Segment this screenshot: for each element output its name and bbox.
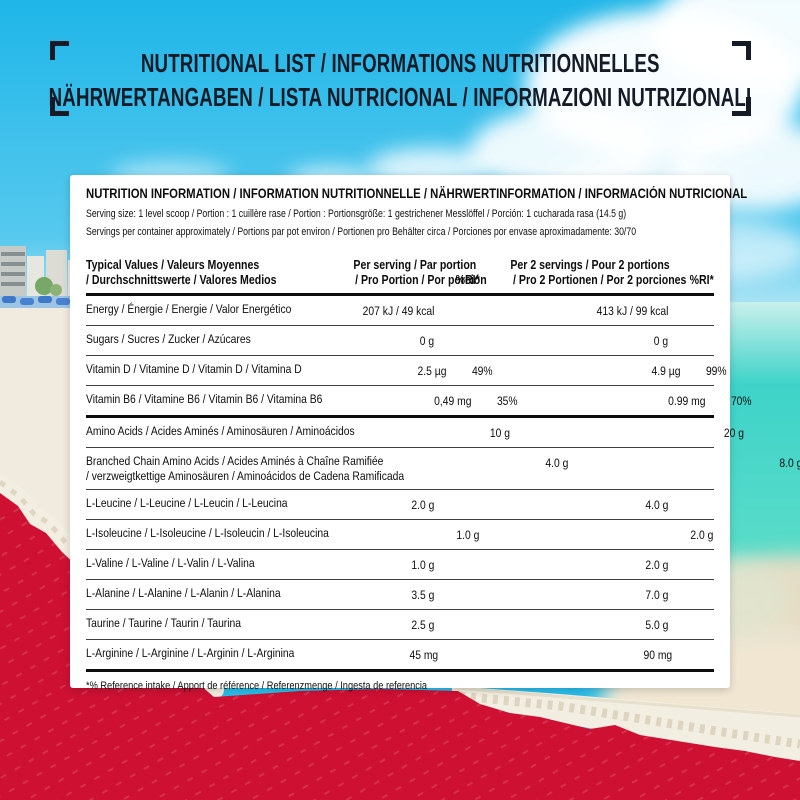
row-per-2-servings: 413 kJ / 99 kcal xyxy=(596,304,669,318)
row-label: Branched Chain Amino Acids / Acides Amin… xyxy=(86,454,405,483)
row-label: L-Leucine / L-Leucine / L-Leucin / L-Leu… xyxy=(86,496,288,510)
row-label: Vitamin D / Vitamine D / Vitamin D / Vit… xyxy=(86,362,302,376)
header-line-1: NUTRITIONAL LIST / INFORMATIONS NUTRITIO… xyxy=(140,47,660,78)
row-ri-2 xyxy=(668,332,714,350)
table-row: Amino Acids / Acides Aminés / Aminosäure… xyxy=(86,418,744,448)
row-ri-2 xyxy=(744,424,790,442)
row-ri-2 xyxy=(668,586,714,604)
table-row: Branched Chain Amino Acids / Acides Amin… xyxy=(86,448,800,490)
row-per-2-servings: 20 g xyxy=(723,426,744,440)
corner-bracket-top-right-icon xyxy=(732,41,751,60)
header-ri-2: %RI* xyxy=(689,273,714,287)
header-ri-1: %RI* xyxy=(455,273,480,287)
row-ri-2 xyxy=(713,526,759,544)
table-body: Energy / Énergie / Energie / Valor Energ… xyxy=(86,296,800,672)
row-per-2-servings: 8.0 g xyxy=(779,456,800,470)
row-label: L-Alanine / L-Alanine / L-Alanin / L-Ala… xyxy=(86,586,281,600)
row-per-2-servings: 2.0 g xyxy=(645,558,668,572)
row-ri-1 xyxy=(479,526,525,544)
row-ri-1 xyxy=(569,454,615,472)
row-per-2-servings: 90 mg xyxy=(643,648,673,662)
row-ri-1 xyxy=(434,496,480,514)
nutrition-panel: NUTRITION INFORMATION / INFORMATION NUTR… xyxy=(70,175,800,692)
row-per-serving: 2.5 µg xyxy=(417,364,447,378)
row-ri-2 xyxy=(668,616,714,634)
row-per-serving: 0 g xyxy=(419,334,434,348)
row-label: Energy / Énergie / Energie / Valor Energ… xyxy=(86,302,292,316)
corner-bracket-bottom-left-icon xyxy=(50,97,69,116)
row-per-serving: 45 mg xyxy=(409,648,439,662)
row-label: Taurine / Taurine / Taurin / Taurina xyxy=(86,616,242,630)
row-per-serving: 2.5 g xyxy=(411,618,434,632)
row-ri-1: 49% xyxy=(472,364,493,378)
row-ri-1 xyxy=(438,646,484,664)
row-per-serving: 207 kJ / 49 kcal xyxy=(362,304,435,318)
table-row: Vitamin D / Vitamine D / Vitamin D / Vit… xyxy=(86,356,727,386)
row-per-serving: 10 g xyxy=(489,426,510,440)
header-per-serving: Per serving / Par portion / Pro Portion … xyxy=(353,258,487,287)
serving-size-line: Serving size: 1 level scoop / Portion : … xyxy=(86,208,627,220)
row-per-2-servings: 4.9 µg xyxy=(651,364,681,378)
header-per-2-servings: Per 2 servings / Pour 2 portions / Pro 2… xyxy=(510,258,687,287)
table-row: Sugars / Sucres / Zucker / Azúcares 0 g … xyxy=(86,326,714,356)
row-per-2-servings: 0.99 mg xyxy=(668,394,706,408)
row-ri-1 xyxy=(434,556,480,574)
row-per-serving: 2.0 g xyxy=(411,498,434,512)
row-label: L-Isoleucine / L-Isoleucine / L-Isoleuci… xyxy=(86,526,329,540)
row-label: Amino Acids / Acides Aminés / Aminosäure… xyxy=(86,424,355,438)
corner-bracket-bottom-right-icon xyxy=(732,97,751,116)
row-ri-2 xyxy=(668,556,714,574)
row-label: Sugars / Sucres / Zucker / Azúcares xyxy=(86,332,251,346)
row-per-serving: 3.5 g xyxy=(411,588,434,602)
row-label: L-Valine / L-Valine / L-Valin / L-Valina xyxy=(86,556,255,570)
row-label: L-Arginine / L-Arginine / L-Arginin / L-… xyxy=(86,646,295,660)
row-per-2-servings: 0 g xyxy=(653,334,668,348)
panel-title: NUTRITION INFORMATION / INFORMATION NUTR… xyxy=(86,186,748,201)
row-ri-1: 35% xyxy=(496,394,518,408)
row-ri-2 xyxy=(668,302,714,320)
table-row: L-Alanine / L-Alanine / L-Alanin / L-Ala… xyxy=(86,580,714,610)
row-per-serving: 0,49 mg xyxy=(434,394,472,408)
red-paper-background xyxy=(0,493,800,800)
footnote: *% Reference intake / Apport de référenc… xyxy=(86,680,428,692)
table-row: Taurine / Taurine / Taurin / Taurina 2.5… xyxy=(86,610,714,640)
page-title: NUTRITIONAL LIST / INFORMATIONS NUTRITIO… xyxy=(0,46,800,114)
table-header: Typical Values / Valeurs Moyennes / Durc… xyxy=(86,258,714,296)
row-per-2-servings: 5.0 g xyxy=(645,618,668,632)
row-ri-1 xyxy=(434,332,480,350)
table-row: L-Arginine / L-Arginine / L-Arginin / L-… xyxy=(86,640,714,672)
table-row: Vitamin B6 / Vitamine B6 / Vitamin B6 / … xyxy=(86,386,751,418)
row-ri-2: 99% xyxy=(706,364,727,378)
row-ri-1 xyxy=(434,616,480,634)
header-line-2: NÄHRWERTANGABEN / LISTA NUTRICIONAL / IN… xyxy=(48,81,752,112)
row-ri-1 xyxy=(434,586,480,604)
row-ri-2 xyxy=(668,496,714,514)
row-per-serving: 1.0 g xyxy=(411,558,434,572)
table-row: L-Isoleucine / L-Isoleucine / L-Isoleuci… xyxy=(86,520,714,550)
servings-per-container-line: Servings per container approximately / P… xyxy=(86,226,637,238)
row-per-2-servings: 4.0 g xyxy=(645,498,668,512)
corner-bracket-top-left-icon xyxy=(50,41,69,60)
table-row: Energy / Énergie / Energie / Valor Energ… xyxy=(86,296,714,326)
row-label: Vitamin B6 / Vitamine B6 / Vitamin B6 / … xyxy=(86,392,323,406)
row-per-2-servings: 7.0 g xyxy=(645,588,668,602)
row-per-2-servings: 2.0 g xyxy=(690,528,714,542)
row-per-serving: 4.0 g xyxy=(545,456,569,470)
row-ri-2 xyxy=(672,646,718,664)
row-ri-1 xyxy=(510,424,556,442)
table-row: L-Leucine / L-Leucine / L-Leucin / L-Leu… xyxy=(86,490,714,520)
row-ri-1 xyxy=(434,302,480,320)
row-per-serving: 1.0 g xyxy=(456,528,480,542)
table-row: L-Valine / L-Valine / L-Valin / L-Valina… xyxy=(86,550,714,580)
row-ri-2: 70% xyxy=(730,394,752,408)
header-typical-values: Typical Values / Valeurs Moyennes / Durc… xyxy=(86,258,277,287)
